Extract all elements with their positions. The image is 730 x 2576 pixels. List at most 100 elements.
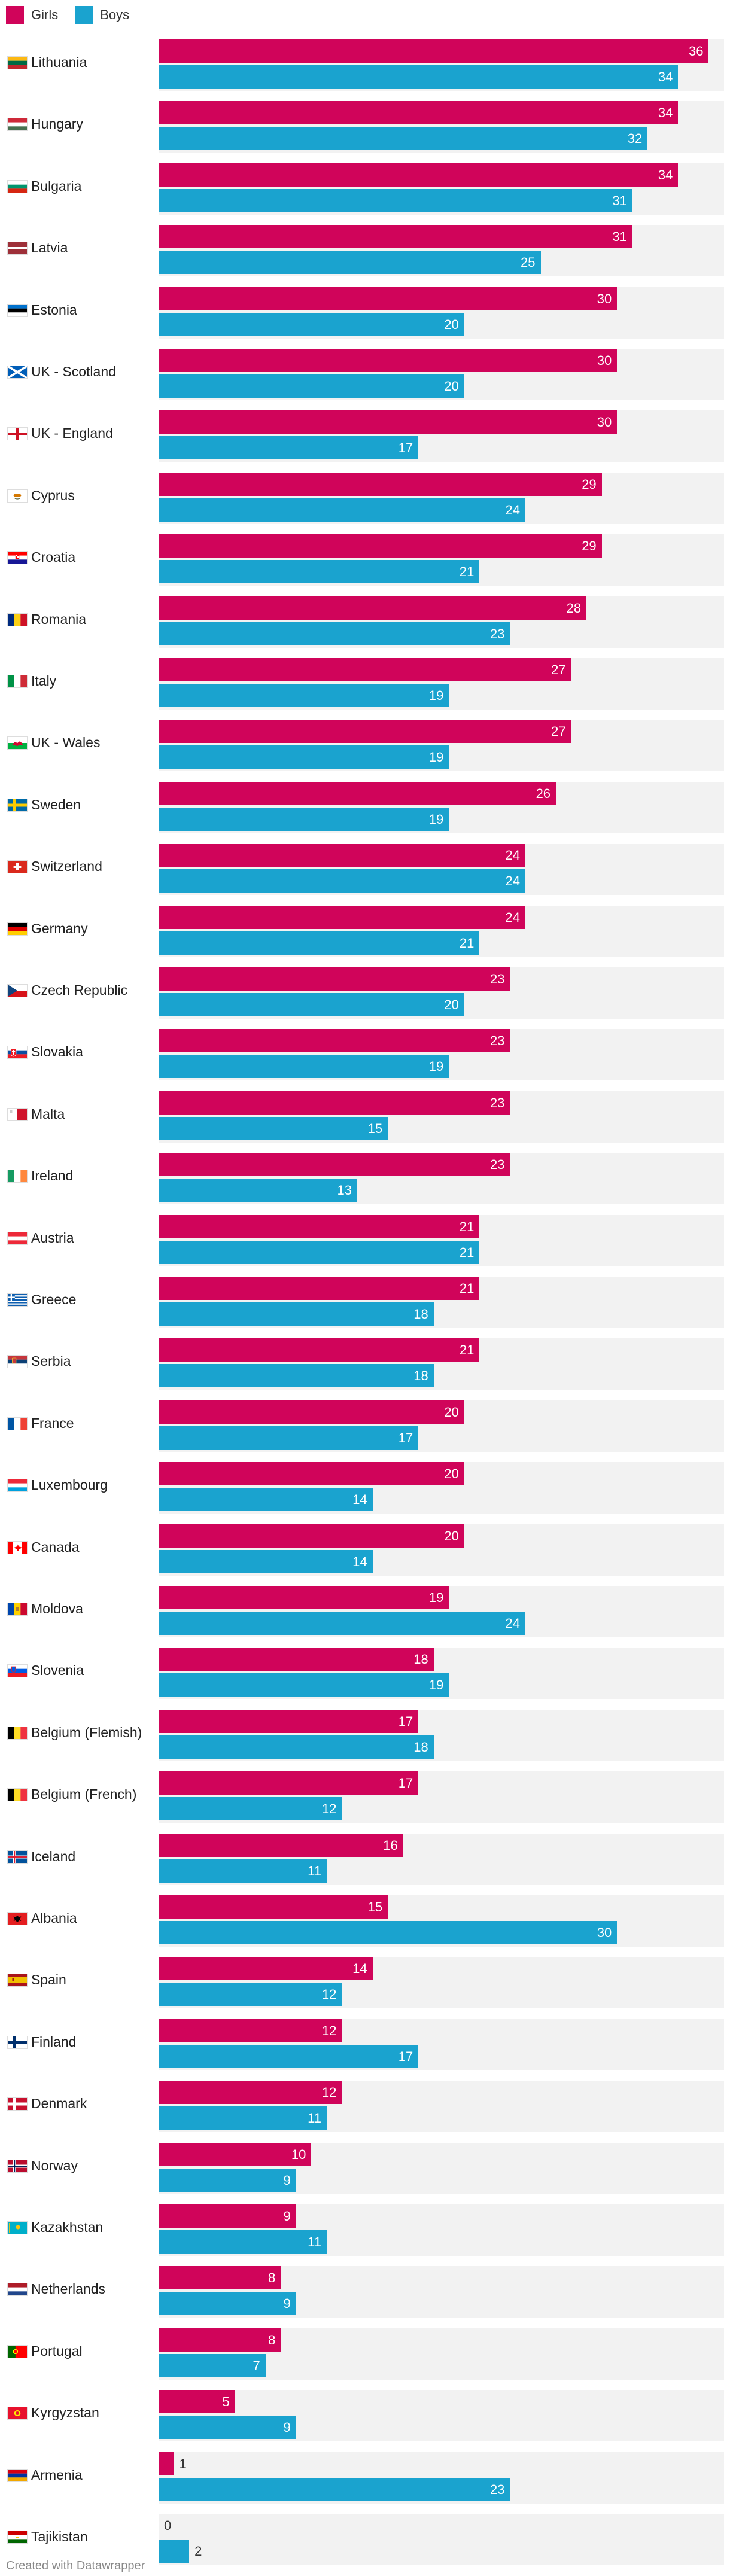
girls-bar: [159, 596, 587, 620]
boys-value-label: 20: [444, 997, 459, 1012]
girls-bar: [159, 1029, 510, 1053]
girls-value-label: 28: [566, 600, 582, 616]
country-label: Romania: [31, 611, 87, 627]
country-label: Croatia: [31, 549, 76, 565]
girls-bar: [159, 410, 618, 434]
girls-value-label: 5: [222, 2394, 230, 2410]
girls-bar: [159, 1277, 480, 1300]
girls-value-label: 30: [597, 415, 612, 430]
legend-item-boys[interactable]: Boys: [75, 6, 129, 24]
legend-item-girls[interactable]: Girls: [6, 6, 58, 24]
boys-bar: [159, 1179, 358, 1202]
chart-row-malta: Malta 23 15: [0, 1091, 730, 1143]
chart-row-uk-wales: UK - Wales 27 19: [0, 720, 730, 772]
boys-value-label: 30: [597, 1925, 612, 1940]
chart-row-canada: Canada 20 14: [0, 1524, 730, 1576]
girls-value-label: 17: [398, 1713, 413, 1729]
boys-bar: [159, 931, 480, 955]
chart-row-moldova: Moldova 19 24: [0, 1586, 730, 1637]
girls-value-label: 8: [268, 2270, 276, 2286]
flag-iceland-icon: [7, 1850, 28, 1864]
girls-value-label: 34: [658, 105, 673, 121]
country-label: Estonia: [31, 302, 77, 318]
boys-bar: [159, 1240, 480, 1264]
boys-value-label: 12: [322, 1801, 337, 1817]
flag-malta-icon: [7, 1107, 28, 1121]
flag-spain-icon: [7, 1974, 28, 1987]
country-label: Czech Republic: [31, 982, 128, 998]
girls-bar: [159, 2390, 235, 2414]
girls-bar: [159, 2142, 312, 2166]
flag-kazakhstan-icon: [7, 2221, 28, 2234]
country-label: Hungary: [31, 116, 83, 132]
chart-row-netherlands: Netherlands 8 9: [0, 2266, 730, 2318]
girls-value-label: 27: [551, 662, 566, 677]
chart-row-cyprus: Cyprus 29 24: [0, 472, 730, 524]
girls-bar: [159, 967, 510, 991]
flag-romania-icon: [7, 613, 28, 626]
chart-row-uk-england: UK - England 30 17: [0, 410, 730, 462]
girls-value-label: 12: [322, 2085, 337, 2100]
flag-denmark-icon: [7, 2097, 28, 2111]
boys-bar: [159, 622, 510, 645]
girls-value-label: 20: [444, 1404, 459, 1420]
boys-value-label: 2: [194, 2544, 202, 2559]
girls-bar: [159, 163, 679, 187]
flag-belgium-flemish-icon: [7, 1726, 28, 1740]
girls-bar: [159, 287, 618, 310]
girls-bar: [159, 1833, 403, 1857]
boys-value-label: 11: [308, 1863, 321, 1878]
boys-bar: [159, 1116, 388, 1140]
girls-bar: [159, 844, 525, 867]
boys-bar: [159, 251, 541, 275]
boys-bar: [159, 560, 480, 584]
girls-value-label: 36: [688, 44, 704, 59]
boys-value-label: 12: [322, 1987, 337, 2002]
flag-cyprus-icon: [7, 489, 28, 503]
chart-row-slovenia: Slovenia 18 19: [0, 1648, 730, 1700]
girls-bar: [159, 1091, 510, 1115]
chart-row-lithuania: Lithuania 36 34: [0, 39, 730, 91]
girls-value-label: 30: [597, 291, 612, 306]
country-label: Armenia: [31, 2467, 83, 2483]
boys-bar: [159, 374, 464, 398]
flag-latvia-icon: [7, 242, 28, 255]
flag-armenia-icon: [7, 2468, 28, 2482]
chart-row-france: France 20 17: [0, 1400, 730, 1452]
boys-bar: [159, 1735, 434, 1759]
boys-bar: [159, 1921, 618, 1944]
boys-value-label: 7: [253, 2358, 260, 2373]
boys-value-label: 24: [505, 502, 520, 517]
row-background: [159, 2514, 724, 2565]
chart-row-kyrgyzstan: Kyrgyzstan 5 9: [0, 2390, 730, 2442]
flag-kyrgyzstan-icon: [7, 2407, 28, 2420]
flag-luxembourg-icon: [7, 1479, 28, 1493]
boys-bar: [159, 498, 525, 522]
boys-value-label: 19: [428, 811, 444, 827]
boys-value-label: 23: [489, 626, 505, 641]
country-label: Cyprus: [31, 487, 75, 503]
flag-belgium-french-icon: [7, 1788, 28, 1802]
girls-bar: [159, 905, 525, 929]
chart-row-czech-republic: Czech Republic 23 20: [0, 967, 730, 1019]
girls-bar: [159, 658, 571, 681]
country-label: Italy: [31, 673, 57, 689]
flag-uk-wales-icon: [7, 736, 28, 750]
girls-bar: [159, 2328, 281, 2352]
flag-uk-england-icon: [7, 427, 28, 441]
girls-bar: [159, 101, 679, 125]
flag-netherlands-icon: [7, 2283, 28, 2297]
girls-value-label: 24: [505, 909, 520, 925]
girls-bar: [159, 2018, 342, 2042]
flag-serbia-icon: [7, 1355, 28, 1369]
chart-row-finland: Finland 12 17: [0, 2018, 730, 2070]
girls-bar: [159, 1462, 464, 1486]
chart-row-armenia: Armenia 1 23: [0, 2452, 730, 2504]
girls-value-label: 31: [612, 229, 627, 245]
girls-value-label: 21: [459, 1281, 474, 1296]
boys-bar: [159, 1983, 342, 2006]
girls-bar: [159, 2452, 174, 2475]
boys-value-label: 31: [612, 193, 627, 208]
girls-bar: [159, 1524, 464, 1548]
country-label: Iceland: [31, 1848, 76, 1864]
